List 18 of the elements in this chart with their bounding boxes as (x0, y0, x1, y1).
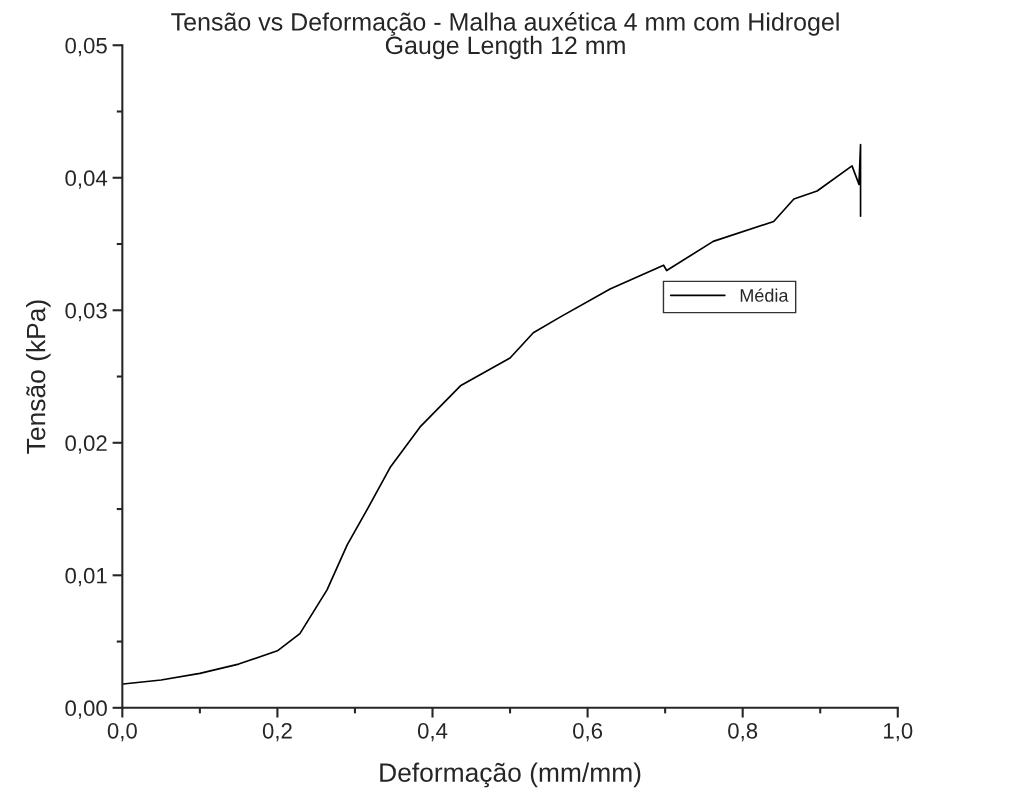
x-tick-label: 0,4 (417, 722, 448, 742)
x-tick-label: 0,0 (107, 722, 137, 742)
x-axis-title: Deformação (mm/mm) (380, 762, 641, 788)
y-tick-label: 0,04 (65, 170, 108, 189)
chart-title: Tensão vs Deformação - Malha auxética 4 mm com Hidrogel (171, 12, 839, 36)
y-tick-label: 0,03 (65, 302, 107, 322)
legend-label: Média (740, 288, 789, 302)
x-tick-label: 0,8 (728, 722, 758, 742)
y-axis-title: Tensão (kPa) (26, 300, 51, 454)
y-tick-label: 0,05 (65, 37, 107, 57)
line-series (122, 143, 862, 685)
x-tick-label: 0,6 (573, 722, 603, 742)
y-tick-label: 0,00 (65, 700, 107, 719)
chart-subtitle: Gauge Length 12 mm (385, 35, 625, 60)
y-tick-label: 0,02 (65, 435, 107, 454)
x-tick-label: 1,0 (884, 722, 913, 742)
x-tick-label: 0,2 (262, 722, 292, 742)
y-tick-label: 0,01 (65, 567, 107, 587)
